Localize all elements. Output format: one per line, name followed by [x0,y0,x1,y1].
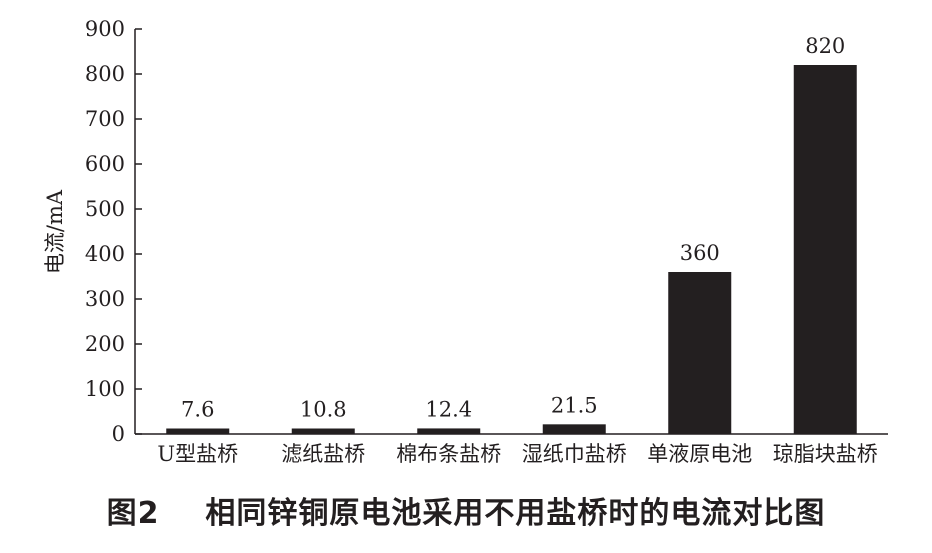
category-labels: U型盐桥 滤纸盐桥 棉布条盐桥 湿纸巾盐桥 单液原电池 琼脂块盐桥 [157,442,877,466]
bar [793,65,857,434]
data-label: 820 [805,34,845,58]
figure-caption: 图2 相同锌铜原电池采用不用盐桥时的电流对比图 [0,488,932,536]
bar-chart: 电流/mA 0 100 200 300 400 500 600 700 800 900 7.6 10… [43,17,888,466]
y-axis-title: 电流/mA [43,189,67,274]
x-tick-label: 滤纸盐桥 [281,442,365,466]
y-tick-label: 300 [85,287,125,311]
data-label: 10.8 [300,398,347,422]
y-tick-label: 200 [85,332,125,356]
y-tick-label: 600 [85,152,125,176]
y-tick-label: 900 [85,17,125,41]
data-labels: 7.6 10.8 12.4 21.5 360 820 [181,34,845,422]
y-tick-label: 0 [112,422,125,446]
figure-title: 相同锌铜原电池采用不用盐桥时的电流对比图 [205,496,826,531]
y-tick-label: 100 [85,377,125,401]
data-label: 21.5 [551,393,598,417]
data-label: 12.4 [425,397,472,421]
y-tick-label: 500 [85,197,125,221]
x-tick-label: U型盐桥 [157,442,238,466]
x-tick-label: 琼脂块盐桥 [773,442,878,466]
data-label: 7.6 [181,398,214,422]
bar [668,272,732,434]
bar [291,428,355,434]
x-tick-label: 棉布条盐桥 [396,442,501,466]
y-tick-label: 400 [85,242,125,266]
y-tick-label: 800 [85,62,125,86]
x-tick-label: 湿纸巾盐桥 [522,442,627,466]
data-label: 360 [680,241,720,265]
y-tick-label: 700 [85,107,125,131]
bar [542,424,606,434]
bar [417,428,481,434]
y-axis: 0 100 200 300 400 500 600 700 800 900 [85,17,142,446]
bar [166,428,230,434]
bars [166,65,857,434]
figure-number: 图2 [106,496,160,531]
x-tick-label: 单液原电池 [647,442,752,466]
